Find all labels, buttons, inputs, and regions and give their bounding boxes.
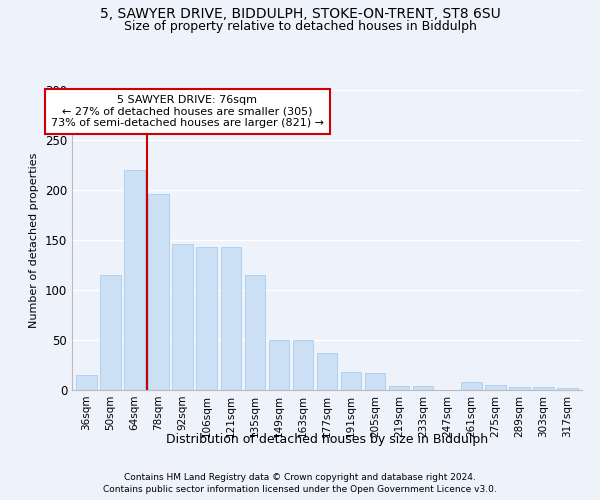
- Bar: [100, 275, 121, 390]
- Text: 5, SAWYER DRIVE, BIDDULPH, STOKE-ON-TRENT, ST8 6SU: 5, SAWYER DRIVE, BIDDULPH, STOKE-ON-TREN…: [100, 8, 500, 22]
- Bar: [317, 353, 337, 390]
- Bar: [293, 340, 313, 390]
- Bar: [172, 244, 193, 390]
- Bar: [509, 387, 530, 390]
- Bar: [413, 386, 433, 390]
- Bar: [461, 382, 482, 390]
- Bar: [485, 385, 506, 390]
- Bar: [533, 387, 554, 390]
- Bar: [269, 340, 289, 390]
- Text: Size of property relative to detached houses in Biddulph: Size of property relative to detached ho…: [124, 20, 476, 33]
- Bar: [76, 375, 97, 390]
- Text: Contains HM Land Registry data © Crown copyright and database right 2024.: Contains HM Land Registry data © Crown c…: [124, 472, 476, 482]
- Bar: [365, 373, 385, 390]
- Text: Distribution of detached houses by size in Biddulph: Distribution of detached houses by size …: [166, 432, 488, 446]
- Bar: [341, 372, 361, 390]
- Text: Contains public sector information licensed under the Open Government Licence v3: Contains public sector information licen…: [103, 485, 497, 494]
- Bar: [196, 247, 217, 390]
- Bar: [124, 170, 145, 390]
- Bar: [245, 275, 265, 390]
- Bar: [389, 386, 409, 390]
- Bar: [148, 194, 169, 390]
- Bar: [557, 388, 578, 390]
- Text: 5 SAWYER DRIVE: 76sqm
← 27% of detached houses are smaller (305)
73% of semi-det: 5 SAWYER DRIVE: 76sqm ← 27% of detached …: [51, 95, 324, 128]
- Bar: [221, 247, 241, 390]
- Y-axis label: Number of detached properties: Number of detached properties: [29, 152, 40, 328]
